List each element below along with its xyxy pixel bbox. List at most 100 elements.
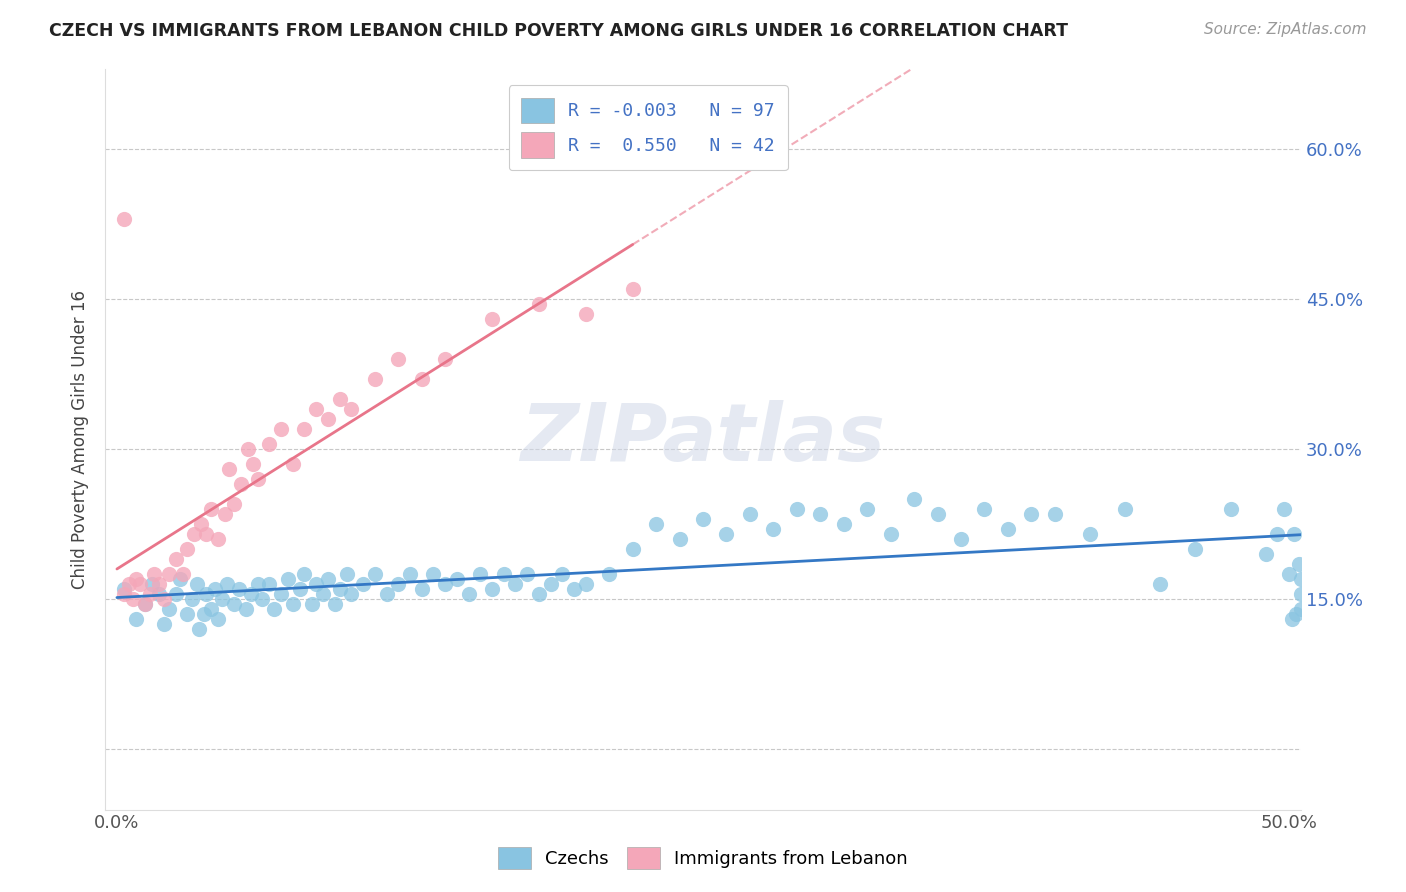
- Point: [997, 522, 1019, 536]
- Point: [375, 587, 398, 601]
- Point: [1289, 572, 1312, 586]
- Point: [692, 512, 714, 526]
- Point: [246, 577, 269, 591]
- Point: [949, 532, 972, 546]
- Point: [352, 577, 374, 591]
- Point: [329, 392, 352, 406]
- Point: [1254, 547, 1277, 561]
- Point: [1289, 602, 1312, 616]
- Point: [668, 532, 690, 546]
- Point: [207, 532, 229, 546]
- Point: [786, 502, 808, 516]
- Point: [246, 472, 269, 486]
- Point: [927, 507, 949, 521]
- Point: [129, 577, 152, 591]
- Point: [165, 587, 187, 601]
- Point: [238, 442, 260, 456]
- Text: ZIPatlas: ZIPatlas: [520, 400, 886, 478]
- Point: [259, 437, 281, 451]
- Point: [141, 577, 163, 591]
- Point: [183, 527, 205, 541]
- Point: [527, 297, 550, 311]
- Point: [598, 567, 620, 582]
- Point: [336, 567, 359, 582]
- Point: [200, 602, 222, 616]
- Point: [190, 517, 212, 532]
- Point: [153, 617, 176, 632]
- Point: [399, 567, 422, 582]
- Point: [340, 402, 363, 417]
- Point: [340, 587, 363, 601]
- Point: [186, 577, 208, 591]
- Point: [1285, 607, 1308, 622]
- Point: [231, 477, 253, 491]
- Point: [422, 567, 444, 582]
- Point: [575, 577, 598, 591]
- Point: [242, 457, 264, 471]
- Point: [621, 282, 644, 296]
- Point: [169, 572, 191, 586]
- Point: [211, 592, 233, 607]
- Point: [808, 507, 831, 521]
- Point: [118, 577, 141, 591]
- Point: [316, 572, 339, 586]
- Point: [176, 542, 198, 557]
- Point: [139, 587, 162, 601]
- Point: [762, 522, 785, 536]
- Point: [235, 602, 257, 616]
- Point: [575, 307, 598, 321]
- Point: [148, 577, 170, 591]
- Point: [1281, 612, 1303, 626]
- Point: [387, 577, 409, 591]
- Point: [112, 582, 135, 597]
- Point: [195, 587, 218, 601]
- Point: [281, 457, 304, 471]
- Point: [1274, 502, 1296, 516]
- Point: [259, 577, 281, 591]
- Point: [218, 462, 240, 476]
- Y-axis label: Child Poverty Among Girls Under 16: Child Poverty Among Girls Under 16: [72, 290, 89, 589]
- Point: [329, 582, 352, 597]
- Point: [252, 592, 274, 607]
- Point: [277, 572, 299, 586]
- Point: [1078, 527, 1101, 541]
- Point: [973, 502, 995, 516]
- Point: [411, 582, 433, 597]
- Point: [157, 602, 180, 616]
- Point: [207, 612, 229, 626]
- Point: [527, 587, 550, 601]
- Point: [134, 597, 156, 611]
- Point: [270, 422, 292, 436]
- Point: [516, 567, 538, 582]
- Point: [188, 622, 211, 636]
- Text: Source: ZipAtlas.com: Source: ZipAtlas.com: [1204, 22, 1367, 37]
- Point: [195, 527, 218, 541]
- Point: [176, 607, 198, 622]
- Point: [446, 572, 468, 586]
- Point: [214, 507, 236, 521]
- Point: [224, 597, 246, 611]
- Point: [387, 351, 409, 366]
- Point: [172, 567, 194, 582]
- Point: [832, 517, 855, 532]
- Point: [312, 587, 335, 601]
- Point: [1267, 527, 1289, 541]
- Point: [540, 577, 562, 591]
- Point: [281, 597, 304, 611]
- Point: [305, 402, 328, 417]
- Point: [316, 412, 339, 426]
- Point: [1288, 558, 1310, 572]
- Point: [148, 587, 170, 601]
- Point: [481, 311, 503, 326]
- Point: [738, 507, 761, 521]
- Point: [239, 587, 262, 601]
- Point: [457, 587, 479, 601]
- Point: [1043, 507, 1066, 521]
- Point: [879, 527, 901, 541]
- Point: [217, 577, 239, 591]
- Legend: R = -0.003   N = 97, R =  0.550   N = 42: R = -0.003 N = 97, R = 0.550 N = 42: [509, 85, 787, 170]
- Point: [481, 582, 503, 597]
- Point: [153, 592, 176, 607]
- Point: [1149, 577, 1171, 591]
- Point: [434, 351, 457, 366]
